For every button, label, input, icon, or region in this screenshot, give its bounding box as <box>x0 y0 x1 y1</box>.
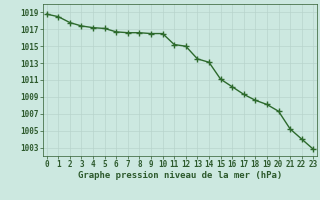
X-axis label: Graphe pression niveau de la mer (hPa): Graphe pression niveau de la mer (hPa) <box>78 171 282 180</box>
